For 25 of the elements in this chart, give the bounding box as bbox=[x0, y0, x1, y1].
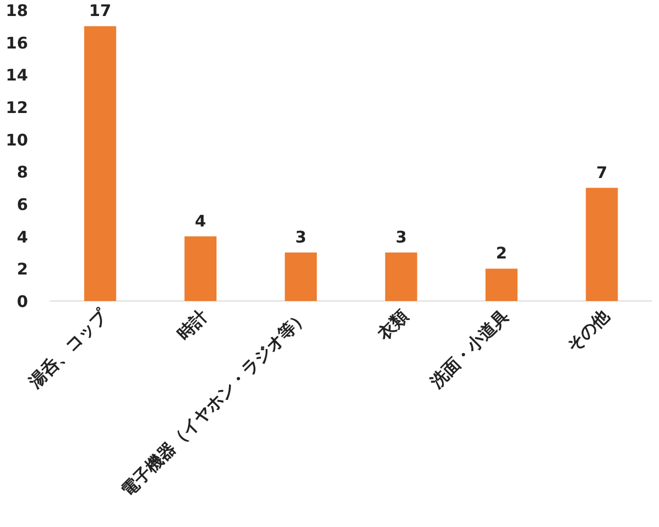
y-tick-label: 8 bbox=[16, 162, 28, 182]
x-tick-label: その他 bbox=[563, 306, 614, 357]
bar bbox=[84, 26, 116, 301]
bar bbox=[284, 252, 317, 301]
data-label: 17 bbox=[89, 1, 112, 20]
data-label: 3 bbox=[396, 228, 407, 246]
y-tick-label: 2 bbox=[16, 260, 28, 279]
y-tick-label: 6 bbox=[16, 195, 28, 214]
data-label: 2 bbox=[496, 244, 508, 263]
y-tick-label: 12 bbox=[6, 98, 28, 117]
x-tick-label: 衣類 bbox=[374, 306, 413, 346]
bar bbox=[486, 268, 518, 301]
y-tick-label: 18 bbox=[6, 1, 28, 20]
data-label: 3 bbox=[295, 228, 306, 246]
bar bbox=[586, 188, 618, 301]
data-label: 7 bbox=[596, 162, 608, 182]
y-tick-label: 4 bbox=[16, 227, 28, 246]
bar bbox=[385, 252, 418, 301]
x-tick-label: 時計 bbox=[174, 306, 212, 345]
data-label: 4 bbox=[194, 211, 206, 230]
y-tick-label: 16 bbox=[6, 33, 28, 52]
y-tick-label: 14 bbox=[6, 66, 28, 85]
y-tick-label: 10 bbox=[6, 130, 28, 150]
bar bbox=[184, 236, 216, 301]
x-tick-label: 洗面・小道具 bbox=[426, 306, 514, 394]
